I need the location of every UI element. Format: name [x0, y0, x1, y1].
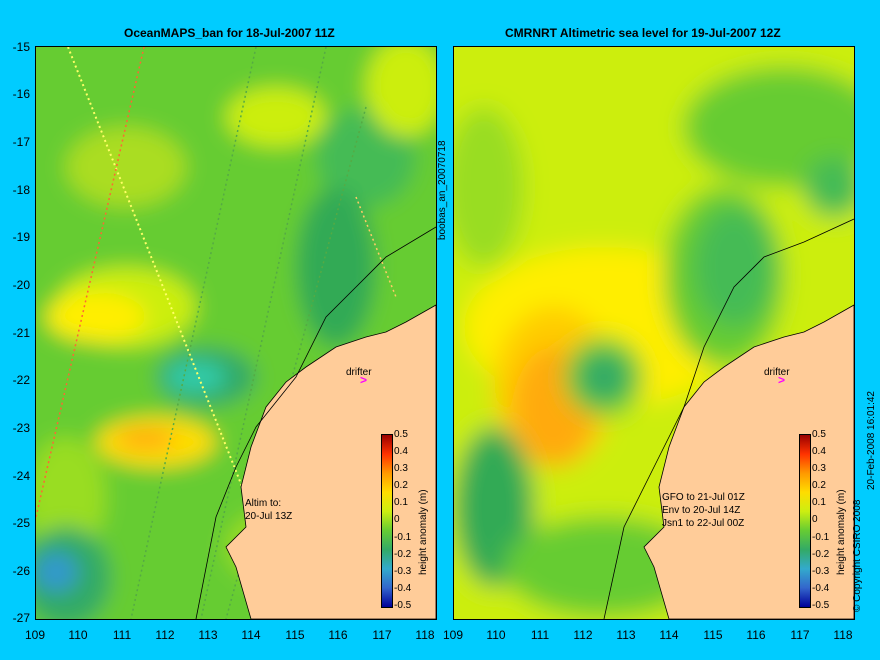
y-tick: -25 [12, 516, 30, 530]
y-tick: -26 [12, 564, 30, 578]
left-colorbar-title: height anomaly (m) [418, 489, 429, 575]
y-tick: -18 [12, 183, 30, 197]
x-tick: 111 [530, 628, 550, 642]
y-tick: -20 [12, 278, 30, 292]
left-map-title: OceanMAPS_ban for 18-Jul-2007 11Z [124, 26, 335, 40]
left-colorbar [381, 434, 393, 608]
y-tick: -24 [12, 469, 30, 483]
x-tick: 116 [746, 628, 766, 642]
left-altim-note: Altim to: 20-Jul 13Z [245, 498, 293, 522]
x-tick: 115 [703, 628, 723, 642]
left-map-svg [36, 47, 436, 619]
right-drifter-marker: > [778, 373, 786, 387]
x-tick: 116 [328, 628, 348, 642]
right-satellite-note: GFO to 21-Jul 01Z Env to 20-Jul 14Z Jsn1… [662, 492, 745, 529]
y-tick: -19 [12, 230, 30, 244]
right-map-svg [454, 47, 854, 619]
right-colorbar-title: height anomaly (m) [836, 489, 847, 575]
x-tick: 111 [112, 628, 132, 642]
x-tick: 118 [415, 628, 435, 642]
left-drifter-marker: > [360, 373, 368, 387]
x-tick: 112 [573, 628, 593, 642]
x-tick: 110 [68, 628, 88, 642]
y-tick: -17 [12, 135, 30, 149]
x-tick: 117 [790, 628, 810, 642]
x-tick: 112 [155, 628, 175, 642]
y-tick: -16 [12, 87, 30, 101]
y-tick: -23 [12, 421, 30, 435]
right-map-panel [453, 46, 855, 620]
x-tick: 110 [486, 628, 506, 642]
y-tick: -15 [12, 40, 30, 54]
center-run-label: boobas_an_20070718 [437, 140, 448, 240]
x-tick: 115 [285, 628, 305, 642]
x-tick: 117 [372, 628, 392, 642]
x-tick: 118 [833, 628, 853, 642]
x-tick: 114 [659, 628, 679, 642]
timestamp-label: 20-Feb-2008 16:01:42 [866, 391, 877, 490]
right-colorbar [799, 434, 811, 608]
right-map-title: CMRNRT Altimetric sea level for 19-Jul-2… [505, 26, 781, 40]
x-tick: 114 [241, 628, 261, 642]
y-tick: -21 [12, 326, 30, 340]
left-map-panel [35, 46, 437, 620]
y-tick: -27 [12, 611, 30, 625]
x-tick: 109 [24, 628, 46, 642]
x-tick: 109 [442, 628, 464, 642]
x-tick: 113 [616, 628, 636, 642]
left-drifter-label: drifter [346, 367, 372, 378]
copyright-label: © Copyright CSIRO 2008 [852, 499, 863, 612]
right-drifter-label: drifter [764, 367, 790, 378]
x-tick: 113 [198, 628, 218, 642]
y-tick: -22 [12, 373, 30, 387]
